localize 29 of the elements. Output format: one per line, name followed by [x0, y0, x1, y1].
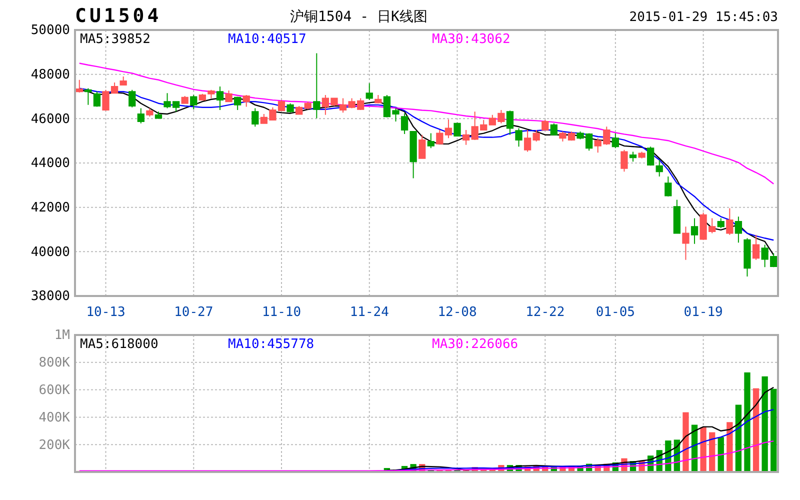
text: MA5:618000 — [80, 337, 158, 352]
x-tick-label: 11-24 — [350, 305, 390, 320]
text: MA10:455778 — [228, 337, 314, 352]
x-tick-label: 11-10 — [262, 305, 302, 320]
chart-title: CU1504 — [75, 5, 162, 27]
text: MA5:39852 — [80, 32, 150, 47]
y-tick-label: 50000 — [30, 23, 70, 38]
y-tick-label: 42000 — [30, 200, 70, 216]
y-tick-label: 1M — [54, 328, 70, 344]
x-tick-label: 01-19 — [684, 305, 723, 320]
text: MA30:43062 — [432, 32, 510, 47]
x-tick-label: 01-05 — [596, 305, 635, 320]
x-tick-label: 12-08 — [438, 305, 477, 320]
y-tick-label: 400K — [38, 410, 70, 426]
y-tick-label: 46000 — [30, 112, 70, 127]
x-tick-label: 10-27 — [174, 305, 214, 320]
text: MA10:40517 — [228, 32, 306, 47]
chart-subtitle: 沪铜1504 - 日K线图 — [290, 9, 428, 25]
y-tick-label: 800K — [38, 356, 70, 371]
y-tick-label: 40000 — [30, 244, 70, 260]
y-tick-label: 44000 — [30, 156, 70, 172]
y-tick-label: 600K — [38, 382, 70, 398]
y-tick-label: 38000 — [30, 289, 70, 304]
text: MA30:226066 — [432, 337, 518, 352]
y-tick-label: 48000 — [30, 67, 70, 82]
text: 2015-01-29 15:45:03 — [629, 10, 778, 25]
y-tick-label: 200K — [38, 438, 70, 453]
x-tick-label: 10-13 — [86, 305, 126, 320]
x-tick-label: 12-22 — [526, 305, 565, 320]
